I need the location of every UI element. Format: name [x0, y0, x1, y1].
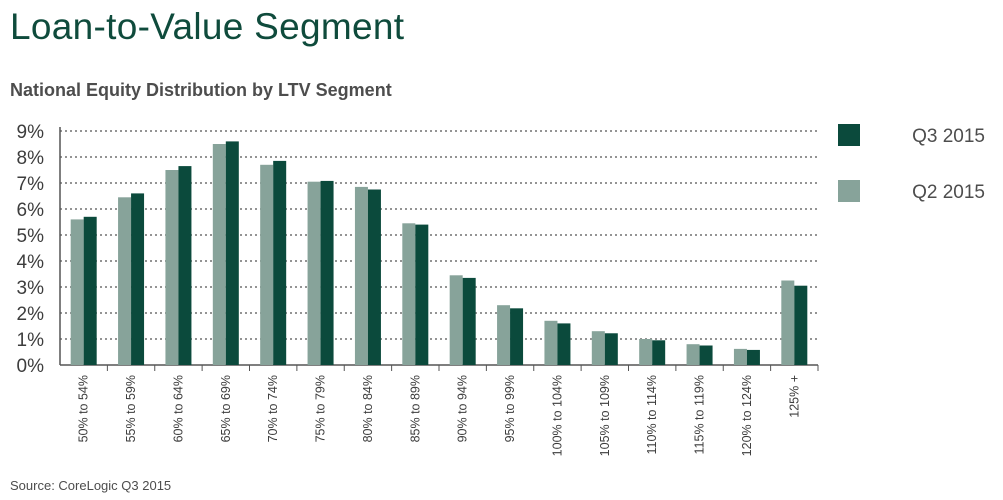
bar-q3 — [273, 160, 287, 365]
x-category-label: 125% + — [787, 375, 801, 418]
bar-q2 — [307, 181, 321, 365]
bar-q3 — [462, 277, 476, 365]
x-category-label: 55% to 59% — [124, 375, 138, 442]
bar-q2 — [118, 197, 132, 365]
bar-q3 — [131, 193, 145, 365]
x-category-label: 65% to 69% — [219, 375, 233, 442]
bar-q2 — [686, 344, 700, 365]
x-category-label: 70% to 74% — [266, 375, 280, 442]
bar-q3 — [415, 224, 429, 365]
bar-q2 — [260, 164, 274, 365]
bar-q2 — [354, 186, 368, 365]
bar-q3 — [746, 349, 760, 365]
x-category-label: 100% to 104% — [550, 375, 564, 456]
legend-label: Q2 2015 — [912, 182, 985, 203]
x-category-label: 60% to 64% — [171, 375, 185, 442]
x-category-label: 105% to 109% — [598, 375, 612, 456]
x-category-label: 90% to 94% — [456, 375, 470, 442]
x-category-label: 120% to 124% — [740, 375, 754, 456]
y-tick-label: 3% — [17, 278, 45, 299]
bar-q2 — [544, 320, 558, 365]
x-category-label: 115% to 119% — [693, 375, 707, 454]
bar-q3 — [367, 189, 381, 365]
chart-subtitle: National Equity Distribution by LTV Segm… — [10, 80, 392, 100]
x-category-label: 95% to 99% — [503, 375, 517, 442]
y-tick-label: 9% — [17, 122, 45, 143]
bar-q2 — [402, 223, 416, 365]
x-category-label: 75% to 79% — [314, 375, 328, 442]
y-tick-label: 1% — [17, 330, 45, 351]
y-tick-label: 0% — [17, 356, 45, 377]
bar-q3 — [604, 333, 618, 365]
x-category-label: 80% to 84% — [361, 375, 375, 442]
bar-q3 — [699, 345, 713, 365]
y-tick-label: 4% — [17, 252, 45, 273]
bar-q3 — [320, 180, 334, 365]
bar-q2 — [591, 331, 605, 365]
legend-label: Q3 2015 — [912, 126, 985, 147]
bar-q3 — [794, 285, 808, 365]
y-tick-label: 2% — [17, 304, 45, 325]
y-tick-label: 7% — [17, 174, 45, 195]
bar-q2 — [165, 170, 179, 365]
bar-q3 — [178, 166, 192, 365]
legend-swatch — [838, 180, 860, 202]
bar-q2 — [781, 280, 795, 365]
bar-q2 — [212, 144, 226, 365]
bar-q3 — [225, 141, 239, 365]
y-tick-label: 5% — [17, 226, 45, 247]
bar-q2 — [733, 348, 747, 365]
ltv-bar-chart: 0% 1% 2% 3% 4% 5% 6% 7% 8% 9% 50% to 54% 55% to 59%… — [17, 122, 985, 456]
x-category-label: 110% to 114% — [645, 375, 659, 454]
y-tick-label: 8% — [17, 148, 45, 169]
source-note: Source: CoreLogic Q3 2015 — [10, 478, 172, 493]
bar-q3 — [510, 308, 524, 365]
x-category-label: 50% to 54% — [77, 375, 91, 442]
legend-swatch — [838, 124, 860, 146]
bar-q2 — [449, 275, 463, 365]
bar-q3 — [83, 216, 97, 365]
page-title: Loan-to-Value Segment — [10, 6, 405, 47]
x-category-label: 85% to 89% — [408, 375, 422, 442]
bar-q3 — [652, 340, 666, 365]
y-tick-label: 6% — [17, 200, 45, 221]
bar-q2 — [639, 339, 653, 365]
bar-q3 — [557, 323, 571, 365]
bar-q2 — [70, 219, 84, 365]
bar-q2 — [497, 305, 511, 365]
